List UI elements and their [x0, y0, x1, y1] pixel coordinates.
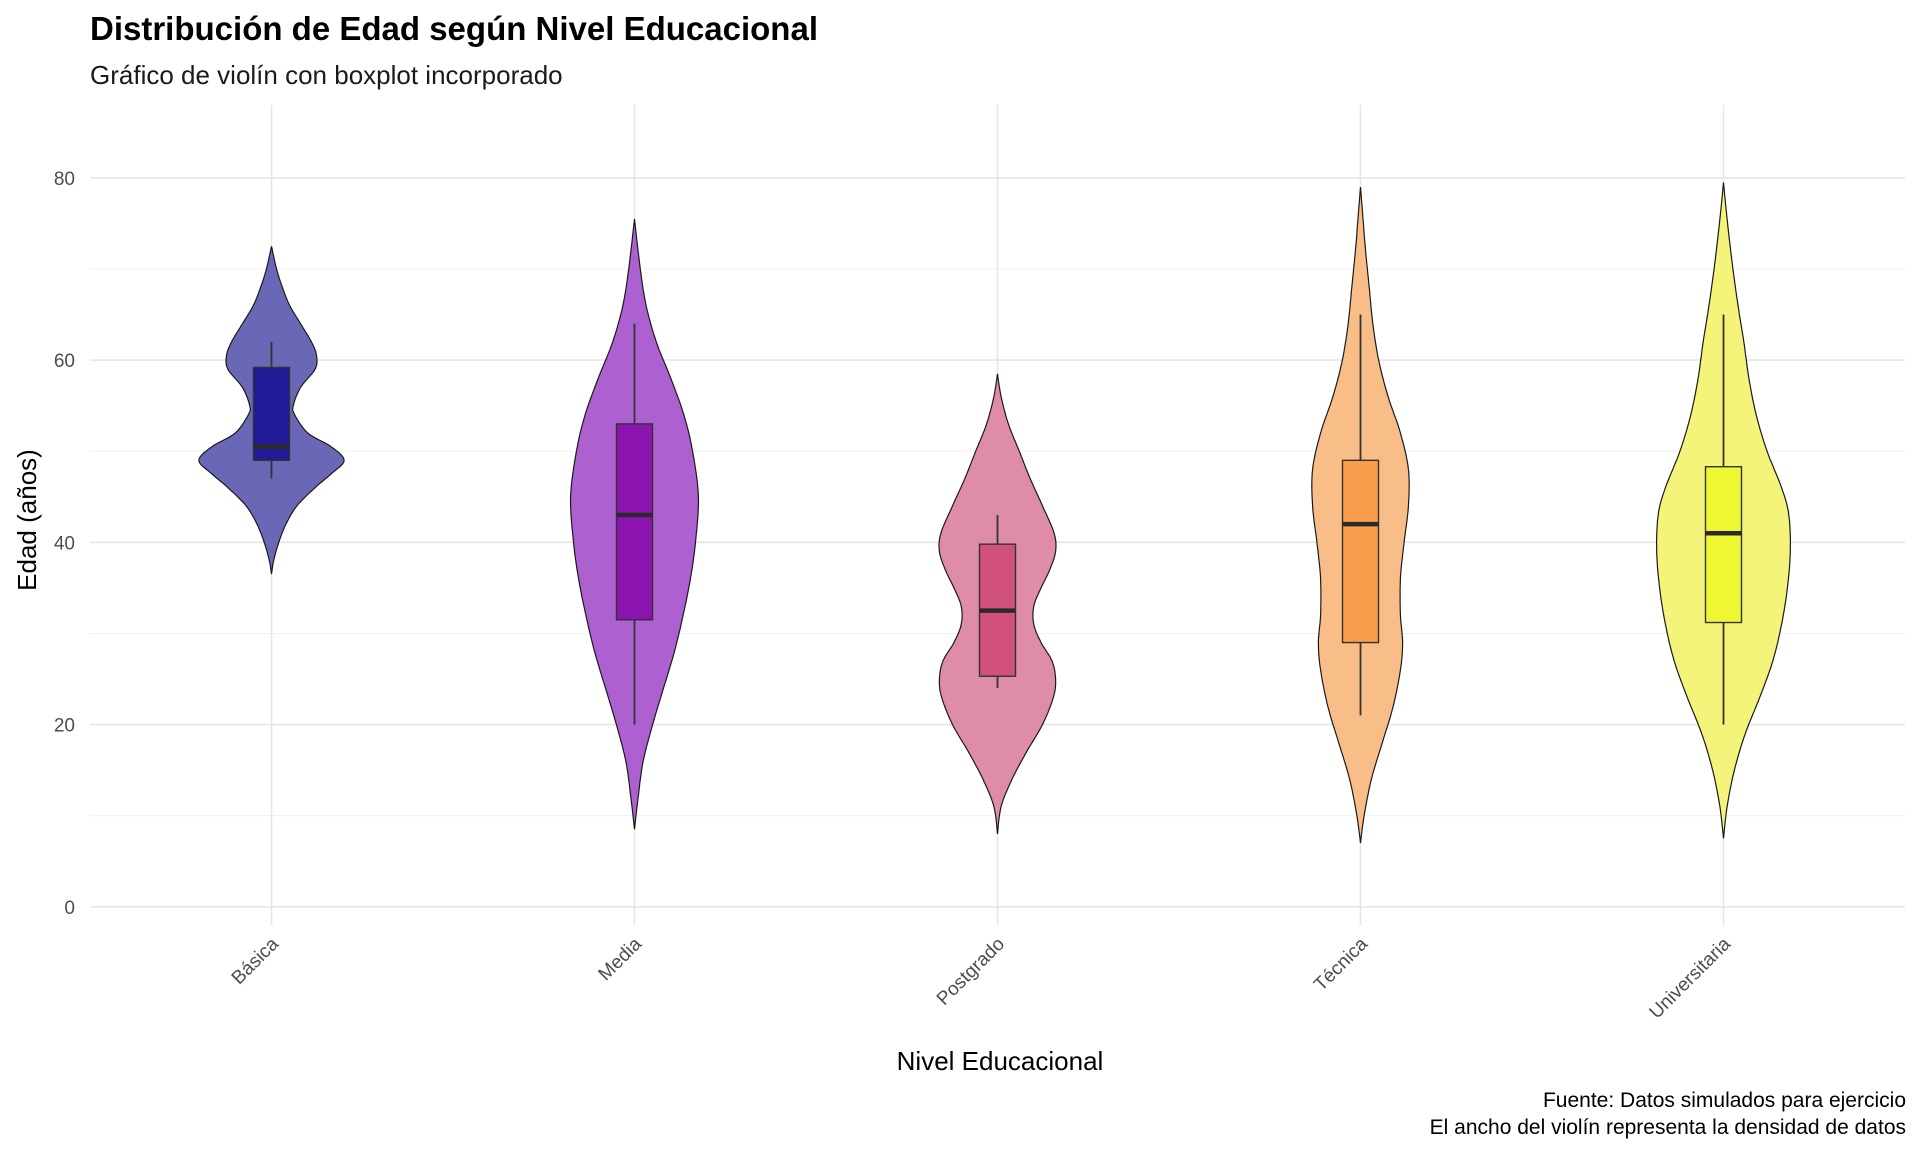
box-iqr — [1704, 466, 1743, 624]
x-axis-ticks: Básica Media Postgrado Técnica Universitaria — [228, 933, 1735, 1023]
x-tick-label: Media — [595, 933, 647, 985]
y-tick-label: 40 — [54, 533, 75, 554]
x-tick-label: Universitaria — [1646, 933, 1736, 1023]
y-tick-label: 0 — [64, 898, 75, 919]
violins — [198, 182, 1791, 844]
caption-note: El ancho del violín representa la densid… — [1429, 1116, 1906, 1139]
chart-title: Distribución de Edad según Nivel Educaci… — [90, 10, 818, 47]
y-axis-ticks: 0 20 40 60 80 — [54, 169, 75, 919]
chart-caption: Fuente: Datos simulados para ejercicio E… — [1430, 1087, 1906, 1141]
box-iqr — [1341, 459, 1380, 644]
caption-source: Fuente: Datos simulados para ejercicio — [1542, 1089, 1906, 1112]
y-axis-title: Edad (años) — [12, 449, 42, 591]
y-tick-label: 80 — [54, 169, 75, 190]
x-tick-label: Postgrado — [933, 934, 1009, 1010]
x-tick-label: Básica — [228, 933, 283, 988]
boxplots — [252, 314, 1743, 725]
box-iqr — [615, 423, 654, 621]
y-tick-label: 60 — [54, 351, 75, 372]
x-tick-label: Técnica — [1310, 933, 1372, 995]
chart-subtitle: Gráfico de violín con boxplot incorporad… — [90, 60, 563, 90]
y-tick-label: 20 — [54, 716, 75, 737]
x-axis-title: Nivel Educacional — [897, 1046, 1104, 1076]
